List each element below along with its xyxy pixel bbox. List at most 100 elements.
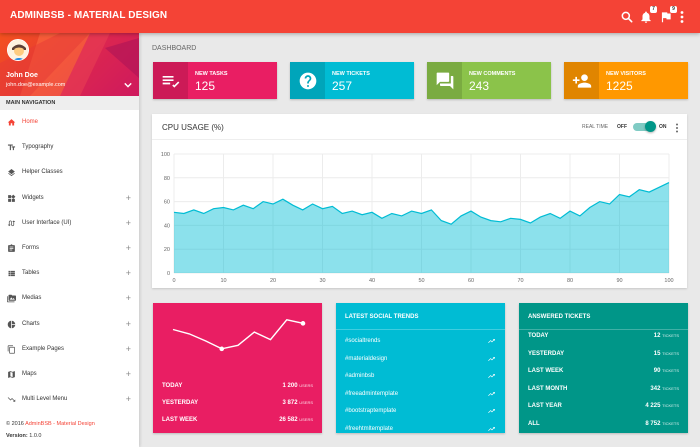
expand-icon: + [125, 217, 131, 228]
search-icon[interactable] [620, 10, 634, 24]
brand-title[interactable]: ADMINBSB - MATERIAL DESIGN [10, 10, 168, 21]
sidebar-item-helper-classes[interactable]: Helper Classes [0, 160, 139, 185]
version-label: Version: [6, 433, 28, 439]
row-label: YESTERDAY [162, 400, 199, 406]
realtime-toggle-knob[interactable] [645, 121, 656, 132]
row-label: LAST WEEK [528, 368, 564, 374]
social-trends-card: LATEST SOCIAL TRENDS #socialtrends #mater… [336, 303, 505, 433]
sidebar-item-tables[interactable]: Tables + [0, 261, 139, 286]
sidebar-item-maps[interactable]: Maps + [0, 362, 139, 387]
home-icon [7, 119, 16, 126]
copyright-link[interactable]: AdminBSB - Material Design [25, 421, 95, 427]
y-tick-label: 0 [167, 271, 170, 277]
trend-label: #materialdesign [345, 355, 388, 362]
row-value: 4 225 [645, 403, 661, 409]
perm-media-icon [7, 295, 16, 303]
swap-calls-icon [7, 220, 16, 226]
info-box-icon-wrap [427, 62, 462, 99]
realtime-toggle[interactable] [633, 123, 653, 131]
top-navbar: ADMINBSB - MATERIAL DESIGN 7 9 [0, 0, 700, 33]
sidebar-item-label: Example Pages [22, 345, 65, 352]
sparkline-line [172, 319, 304, 350]
sidebar-item-label: Home [22, 119, 39, 125]
trending-up-icon [488, 426, 495, 431]
row-label: LAST MONTH [528, 385, 568, 392]
expand-icon: + [125, 368, 131, 379]
view-list-icon [8, 271, 15, 277]
sidebar-item-label: Typography [22, 144, 54, 151]
row-value: 1 200 [282, 383, 298, 389]
tasks-button[interactable]: 9 [659, 6, 677, 24]
expand-icon: + [125, 293, 131, 304]
x-tick-label: 100 [664, 278, 673, 284]
x-tick-label: 40 [369, 278, 375, 284]
sidebar-item-label: Widgets [22, 194, 44, 201]
card-divider [336, 329, 505, 330]
row-unit: TICKETS [662, 385, 679, 391]
cpu-line-series [173, 182, 670, 225]
info-box-new-visitors[interactable]: NEW VISITORS 1225 [564, 62, 688, 99]
sidebar-item-widgets[interactable]: Widgets + [0, 186, 139, 211]
sidebar-item-multi-level-menu[interactable]: Multi Level Menu + [0, 387, 139, 412]
row-label: ALL [528, 420, 540, 427]
expand-icon: + [125, 394, 131, 405]
version-value: 1.0.0 [29, 433, 42, 439]
sidebar-item-medias[interactable]: Medias + [0, 286, 139, 311]
sidebar-item-charts[interactable]: Charts + [0, 312, 139, 337]
notifications-badge: 7 [650, 6, 657, 13]
sidebar-menu: Home Typography Helper Classes Widgets +… [0, 110, 139, 412]
ticket-row: LAST MONTH 342 TICKETS [528, 386, 679, 392]
sidebar-item-forms[interactable]: Forms + [0, 236, 139, 261]
more-vert-icon[interactable] [675, 123, 679, 133]
sparkline-point [300, 321, 306, 326]
trend-label: #adminbsb [345, 373, 375, 379]
cpu-usage-card: CPU USAGE (%) REAL TIME OFF ON 0 20 40 60 80… [152, 114, 687, 288]
trend-item[interactable]: #freeadmintemplate [345, 391, 496, 397]
page-title: DASHBOARD [152, 45, 197, 52]
info-box-label: NEW COMMENTS [469, 71, 516, 77]
cpu-usage-chart: 0 20 40 60 80 100 0 10 20 30 40 50 60 70 80 90 100 [161, 152, 674, 284]
trend-item[interactable]: #materialdesign [345, 356, 496, 362]
info-box-value: 125 [195, 79, 216, 93]
info-box-icon-wrap [153, 62, 188, 99]
ticket-row: ALL 8 752 TICKETS [528, 421, 679, 427]
sidebar-item-label: Multi Level Menu [22, 396, 68, 403]
row-value: 342 [650, 385, 661, 392]
sidebar-item-typography[interactable]: Typography [0, 135, 139, 160]
sidebar-item-label: User Interface (UI) [22, 219, 72, 226]
bell-icon [641, 11, 651, 23]
visitors-row-today: TODAY 1 200 USERS [162, 383, 313, 389]
content-copy-icon [7, 345, 15, 354]
trend-item[interactable]: #freehtmltemplate [345, 426, 496, 432]
trend-item[interactable]: #adminbsb [345, 373, 496, 379]
trend-item[interactable]: #bootstraptemplate [345, 408, 496, 414]
sidebar-item-example-pages[interactable]: Example Pages + [0, 337, 139, 362]
info-box-new-tickets[interactable]: NEW TICKETS 257 [290, 62, 414, 99]
info-box-value: 1225 [606, 79, 633, 93]
notifications-button[interactable]: 7 [639, 6, 657, 24]
chevron-down-icon[interactable] [124, 81, 132, 89]
social-trends-title: LATEST SOCIAL TRENDS [345, 314, 419, 320]
x-tick-label: 0 [172, 278, 175, 284]
info-box-new-comments[interactable]: NEW COMMENTS 243 [427, 62, 551, 99]
info-box-icon-wrap [564, 62, 599, 99]
avatar[interactable] [7, 39, 29, 61]
info-box-value: 243 [469, 79, 490, 93]
playlist-check-icon [162, 75, 179, 88]
info-box-label: NEW TICKETS [332, 71, 370, 77]
y-tick-label: 60 [164, 200, 170, 206]
sidebar-item-user-interface[interactable]: User Interface (UI) + [0, 211, 139, 236]
trend-label: #freehtmltemplate [345, 425, 394, 432]
help-icon [299, 72, 316, 89]
trend-item[interactable]: #socialtrends [345, 338, 496, 344]
sidebar-item-home[interactable]: Home [0, 110, 139, 135]
row-value: 12 [653, 333, 661, 339]
assignment-icon [8, 244, 15, 252]
sidebar: John Doe john.doe@example.com MAIN NAVIG… [0, 33, 139, 447]
x-tick-label: 50 [418, 278, 424, 284]
x-tick-label: 30 [319, 278, 325, 284]
more-vert-icon[interactable] [679, 10, 685, 24]
expand-icon: + [125, 268, 131, 279]
info-box-new-tasks[interactable]: NEW TASKS 125 [153, 62, 277, 99]
trending-down-icon [7, 397, 16, 402]
